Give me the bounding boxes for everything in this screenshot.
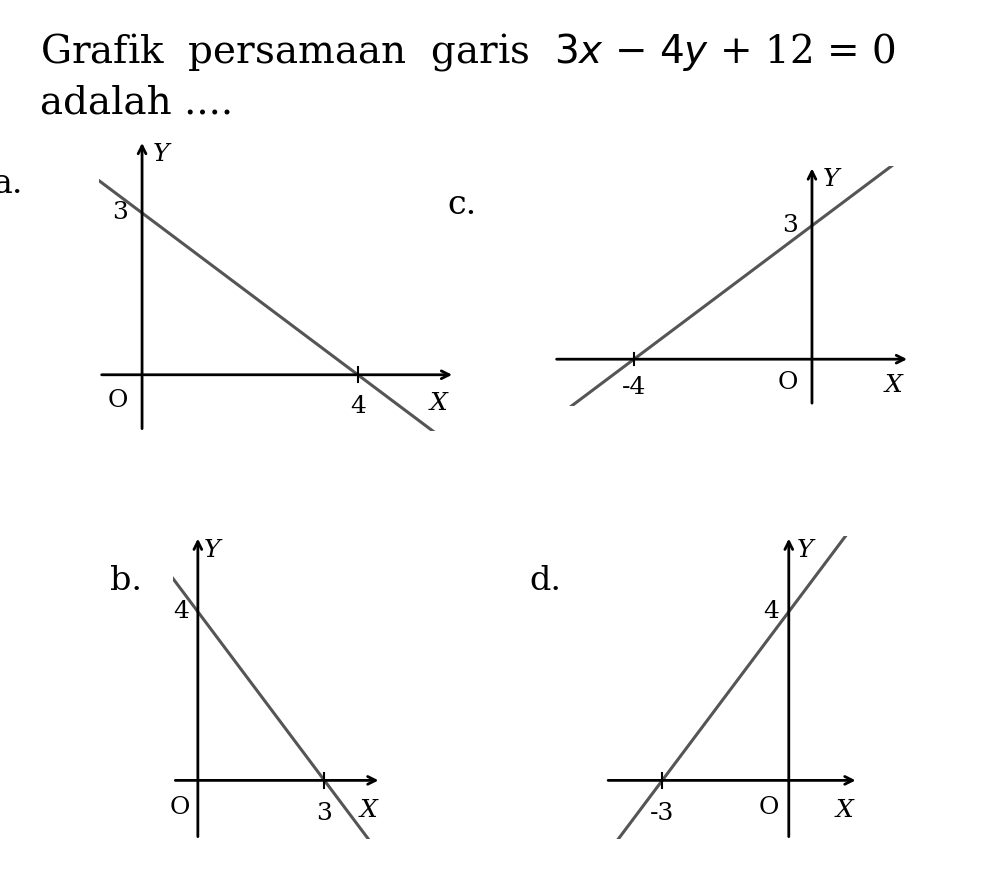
Text: X: X [836, 798, 854, 822]
Text: 4: 4 [350, 396, 366, 418]
Text: O: O [169, 796, 190, 819]
Text: 3: 3 [112, 202, 128, 224]
Text: -3: -3 [650, 802, 674, 824]
Text: O: O [759, 796, 778, 819]
Text: Y: Y [204, 538, 221, 562]
Text: d.: d. [529, 565, 562, 597]
Text: O: O [108, 389, 128, 413]
Text: 3: 3 [782, 214, 798, 238]
Text: X: X [885, 373, 903, 396]
Text: adalah ....: adalah .... [40, 85, 232, 121]
Text: 4: 4 [174, 600, 190, 623]
Text: b.: b. [110, 565, 142, 597]
Text: Y: Y [152, 143, 169, 166]
Text: -4: -4 [622, 376, 646, 399]
Text: Grafik  persamaan  garis  $3x$ − $4y$ + 12 = 0: Grafik persamaan garis $3x$ − $4y$ + 12 … [40, 31, 895, 73]
Text: a.: a. [0, 168, 23, 200]
Text: 3: 3 [316, 802, 332, 824]
Text: Y: Y [796, 538, 813, 562]
Text: Y: Y [823, 168, 839, 191]
Text: X: X [430, 392, 448, 415]
Text: O: O [777, 371, 798, 394]
Text: X: X [359, 798, 377, 822]
Text: c.: c. [447, 188, 477, 221]
Text: 4: 4 [763, 600, 778, 623]
